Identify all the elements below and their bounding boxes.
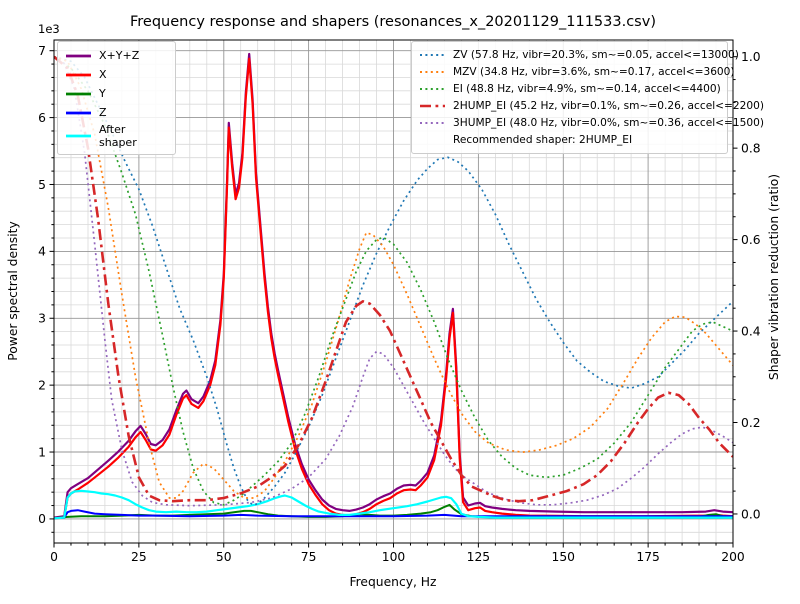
y-left-tick-label: 0 [38, 512, 46, 526]
y-left-tick-label: 3 [38, 312, 46, 326]
y-right-tick-label: 1.0 [741, 50, 761, 64]
legend-label-psd_sum: X+Y+Z [99, 49, 140, 63]
x-tick-label: 0 [50, 550, 58, 564]
legend-psd: X+Y+Z X Y Z After shaper [57, 41, 176, 156]
chart-title: Frequency response and shapers (resonanc… [130, 14, 656, 30]
y-left-tick-label: 6 [38, 111, 46, 125]
legend-label-hump3: 3HUMP_EI (48.0 Hz, vibr=0.0%, sm~=0.36, … [453, 116, 764, 129]
legend-item-zv: ZV (57.8 Hz, vibr=20.3%, sm~=0.05, accel… [419, 47, 739, 63]
x-tick-label: 175 [636, 550, 659, 564]
legend-label-ei: EI (48.8 Hz, vibr=4.9%, sm~=0.14, accel<… [453, 82, 721, 95]
legend-line-psd_sum [65, 53, 92, 59]
legend-item-psd_z: Z [65, 104, 167, 122]
legend-line-psd_y [65, 91, 92, 97]
series-mzv [54, 55, 733, 499]
legend-line-mzv [419, 69, 446, 75]
legend-item-psd_x: X [65, 66, 167, 84]
legend-shapers: ZV (57.8 Hz, vibr=20.3%, sm~=0.05, accel… [411, 41, 764, 154]
legend-label-after_shaper: After shaper [99, 123, 137, 150]
legend-line-ei [419, 86, 446, 92]
y-right-tick-label: 0.8 [741, 141, 761, 155]
recommended-shaper-text: Recommended shaper: 2HUMP_EI [453, 133, 633, 146]
legend-item-hump2: 2HUMP_EI (45.2 Hz, vibr=0.1%, sm~=0.26, … [419, 98, 764, 114]
x-tick-label: 200 [721, 550, 744, 564]
legend-line-psd_x [65, 72, 92, 78]
y-left-tick-label: 5 [38, 178, 46, 192]
legend-label-mzv: MZV (34.8 Hz, vibr=3.6%, sm~=0.17, accel… [453, 65, 735, 78]
legend-item-psd_y: Y [65, 85, 167, 103]
legend-label-psd_x: X [99, 68, 107, 82]
legend-item-after_shaper: After shaper [65, 123, 167, 149]
legend-line-hump3 [419, 120, 446, 126]
recommended-shaper-note: Recommended shaper: 2HUMP_EI [419, 132, 719, 148]
y-left-axis-label: Power spectral density [6, 221, 20, 360]
series-zv [54, 55, 733, 506]
legend-item-hump3: 3HUMP_EI (48.0 Hz, vibr=0.0%, sm~=0.36, … [419, 115, 764, 131]
y-left-tick-label: 7 [38, 44, 46, 58]
x-axis-label: Frequency, Hz [349, 575, 436, 589]
x-tick-label: 25 [131, 550, 147, 564]
legend-line-zv [419, 52, 446, 58]
x-tick-label: 50 [216, 550, 232, 564]
legend-label-psd_z: Z [99, 106, 107, 120]
legend-line-psd_z [65, 110, 92, 116]
legend-label-zv: ZV (57.8 Hz, vibr=20.3%, sm~=0.05, accel… [453, 48, 739, 61]
series-after_shaper [54, 489, 733, 520]
y-axis-offset-text: 1e3 [38, 22, 60, 36]
legend-line-hump2 [419, 103, 446, 109]
legend-item-psd_sum: X+Y+Z [65, 47, 167, 65]
x-tick-label: 125 [467, 550, 490, 564]
series-hump2 [54, 55, 733, 503]
x-tick-label: 100 [382, 550, 405, 564]
legend-label-psd_y: Y [99, 87, 106, 101]
legend-label-hump2: 2HUMP_EI (45.2 Hz, vibr=0.1%, sm~=0.26, … [453, 99, 764, 112]
x-tick-label: 75 [301, 550, 317, 564]
legend-item-mzv: MZV (34.8 Hz, vibr=3.6%, sm~=0.17, accel… [419, 64, 735, 80]
y-right-tick-label: 0.2 [741, 416, 761, 430]
y-right-axis-label: Shaper vibration reduction (ratio) [767, 174, 781, 380]
y-right-tick-label: 0.4 [741, 324, 761, 338]
legend-item-ei: EI (48.8 Hz, vibr=4.9%, sm~=0.14, accel<… [419, 81, 721, 97]
axis-ticks [49, 50, 738, 548]
x-tick-label: 150 [552, 550, 575, 564]
y-right-tick-label: 0.0 [741, 507, 761, 521]
legend-line-after_shaper [65, 133, 92, 139]
y-left-tick-label: 1 [38, 445, 46, 459]
y-left-tick-label: 2 [38, 378, 46, 392]
y-right-tick-label: 0.6 [741, 233, 761, 247]
series-psd_z [54, 509, 733, 520]
axis-tick-labels: 0 25 50 75 100 125 150 175 200 0 1 2 3 4 5 6 7 0.0 0.2 0.4 0… [38, 44, 761, 564]
y-left-tick-label: 4 [38, 245, 46, 259]
plot-series [54, 52, 733, 520]
